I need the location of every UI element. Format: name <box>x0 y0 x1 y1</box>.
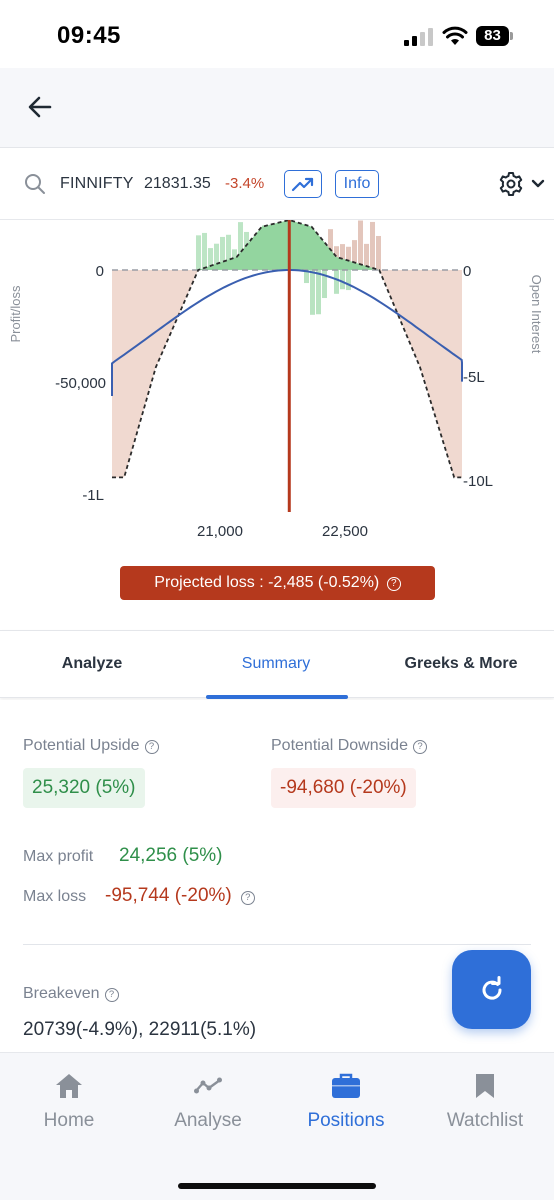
cellular-signal-icon <box>404 28 433 46</box>
top-navigation <box>0 68 554 148</box>
payoff-line <box>112 220 462 479</box>
loss-area-right <box>379 270 462 478</box>
oi-bar <box>310 270 315 315</box>
analyse-icon <box>194 1077 222 1094</box>
chart-toggle-button[interactable] <box>284 170 322 198</box>
active-tab-indicator <box>206 695 348 699</box>
oi-bar <box>208 248 213 270</box>
wifi-icon <box>442 26 468 45</box>
oi-bar <box>196 235 201 270</box>
max-profit-value: 24,256 (5%) <box>119 845 223 866</box>
oi-bar <box>376 235 381 270</box>
left-axis-title: Profit/loss <box>8 285 23 343</box>
max-profit-label: Max profit <box>23 848 94 865</box>
right-tick-1: -5L <box>463 369 485 386</box>
search-icon[interactable] <box>24 173 46 195</box>
potential-downside-label: Potential Downside? <box>271 737 427 755</box>
right-tick-2: -10L <box>463 473 493 490</box>
potential-downside-label-text: Potential Downside <box>271 737 408 754</box>
bottom-navigation: Home Analyse Positions Watchlist <box>0 1052 554 1200</box>
breakeven-value: 20739(-4.9%), 22911(5.1%) <box>23 1019 257 1040</box>
breakeven-label: Breakeven? <box>23 985 119 1003</box>
payoff-chart[interactable]: Profit/loss Open Interest 0 -50,000 -1L … <box>0 220 554 550</box>
oi-bar <box>346 246 351 270</box>
help-icon[interactable]: ? <box>240 891 255 905</box>
back-arrow-icon[interactable] <box>26 93 54 121</box>
payoff-chart-svg: Profit/loss Open Interest 0 -50,000 -1L … <box>8 220 544 540</box>
oi-bar <box>358 220 363 270</box>
oi-bar <box>316 270 321 315</box>
potential-upside-value: 25,320 (5%) <box>23 768 145 808</box>
projected-loss-badge[interactable]: Projected loss : -2,485 (-0.52%) ? <box>120 566 435 600</box>
oi-bar <box>334 270 339 294</box>
left-tick-1: -50,000 <box>55 375 106 392</box>
status-time: 09:45 <box>57 22 121 49</box>
divider <box>23 944 531 945</box>
right-tick-0: 0 <box>463 263 471 280</box>
ticker-change: -3.4% <box>225 175 265 192</box>
help-icon[interactable]: ? <box>386 577 401 591</box>
oi-bar <box>214 243 219 270</box>
nav-positions[interactable]: Positions <box>277 1073 415 1143</box>
home-indicator <box>178 1183 376 1189</box>
max-loss-label: Max loss <box>23 888 87 905</box>
oi-bar <box>238 222 243 270</box>
nav-home[interactable]: Home <box>0 1073 138 1143</box>
nav-positions-label: Positions <box>307 1110 385 1131</box>
x-tick-0: 21,000 <box>197 523 243 540</box>
oi-bar <box>304 270 309 284</box>
ticker-bar: FINNIFTY 21831.35 -3.4% Info <box>0 148 554 220</box>
max-loss-value: -95,744 (-20%)? <box>105 885 255 907</box>
projected-loss-text: Projected loss : -2,485 (-0.52%) <box>154 574 380 591</box>
bookmark-icon <box>476 1074 494 1098</box>
oi-bar <box>352 240 357 270</box>
ticker-symbol[interactable]: FINNIFTY <box>60 175 134 192</box>
trend-chart-icon <box>291 177 314 192</box>
help-icon[interactable]: ? <box>412 740 427 754</box>
tab-bar: Analyze Summary Greeks & More <box>0 630 554 699</box>
status-bar: 09:45 83 <box>0 0 554 68</box>
potential-upside-label: Potential Upside? <box>23 737 159 755</box>
loss-area-left <box>112 270 199 478</box>
oi-bar <box>364 243 369 270</box>
nav-watchlist-label: Watchlist <box>446 1110 524 1131</box>
oi-bar <box>346 270 351 291</box>
time-value-curve <box>111 269 463 396</box>
refresh-button[interactable] <box>452 950 531 1029</box>
max-loss-value-text: -95,744 (-20%) <box>105 885 232 906</box>
oi-bar <box>226 234 231 270</box>
left-tick-0: 0 <box>96 263 104 280</box>
help-icon[interactable]: ? <box>104 988 119 1002</box>
oi-bar <box>340 244 345 270</box>
battery-tip <box>510 32 513 40</box>
right-axis-title: Open Interest <box>529 275 544 354</box>
potential-downside-value: -94,680 (-20%) <box>271 768 416 808</box>
oi-bar <box>220 236 225 270</box>
briefcase-icon <box>332 1073 360 1098</box>
oi-bar <box>370 221 375 270</box>
home-icon <box>56 1074 82 1098</box>
oi-bar <box>322 270 327 299</box>
potential-upside-label-text: Potential Upside <box>23 737 140 754</box>
left-tick-2: -1L <box>82 487 104 504</box>
info-button[interactable]: Info <box>335 170 379 198</box>
oi-bar <box>202 232 207 270</box>
tab-greeks-and-more[interactable]: Greeks & More <box>404 655 518 672</box>
oi-bar <box>340 270 345 290</box>
nav-analyse-label: Analyse <box>174 1110 242 1131</box>
help-icon[interactable]: ? <box>144 740 159 754</box>
breakeven-label-text: Breakeven <box>23 985 100 1002</box>
battery-indicator: 83 <box>476 26 514 46</box>
nav-home-label: Home <box>43 1110 95 1131</box>
x-tick-1: 22,500 <box>322 523 368 540</box>
refresh-icon <box>482 976 502 1000</box>
settings-gear-icon[interactable] <box>496 168 552 200</box>
nav-analyse[interactable]: Analyse <box>139 1073 277 1143</box>
ticker-price: 21831.35 <box>144 175 211 192</box>
tab-analyze[interactable]: Analyze <box>61 655 123 672</box>
tab-summary[interactable]: Summary <box>241 655 311 672</box>
nav-watchlist[interactable]: Watchlist <box>416 1073 554 1143</box>
battery-level: 83 <box>476 26 509 46</box>
